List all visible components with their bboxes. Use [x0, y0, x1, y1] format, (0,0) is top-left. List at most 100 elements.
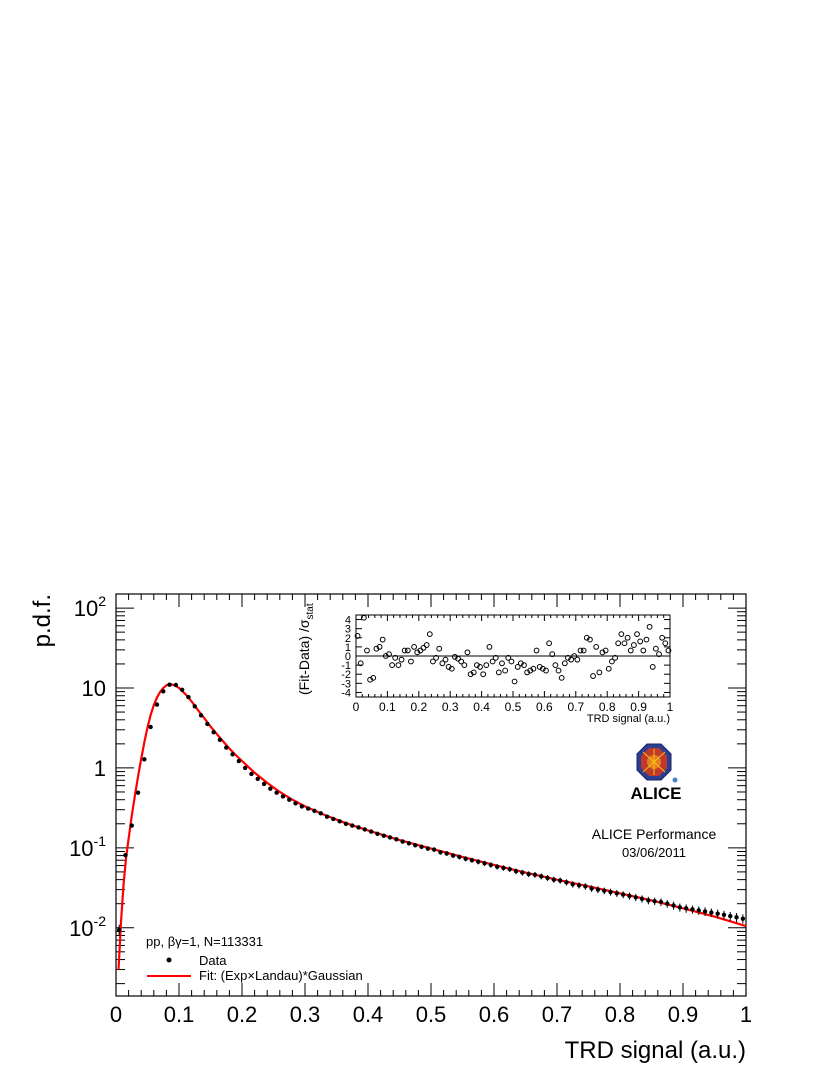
- residual-point: [401, 647, 408, 654]
- data-point: [476, 859, 481, 864]
- legend-data-label: Data: [199, 953, 227, 968]
- alice-emblem-icon: [636, 743, 678, 783]
- residual-point: [634, 631, 640, 638]
- main-x-tick-label: 0.5: [416, 1002, 447, 1027]
- legend-fit-label: Fit: (Exp×Landau)*Gaussian: [199, 968, 363, 983]
- legend-data-marker: [166, 957, 172, 963]
- inset-x-tick-label: 0.8: [599, 700, 616, 714]
- inset-x-tick-label: 0: [353, 700, 360, 714]
- data-point: [551, 877, 557, 882]
- main-x-tick-label: 0.6: [479, 1002, 510, 1027]
- residual-point: [546, 640, 553, 647]
- data-point: [425, 846, 431, 851]
- residual-point: [395, 662, 402, 669]
- data-point: [728, 913, 733, 919]
- main-x-tick-label: 0.7: [542, 1002, 573, 1027]
- data-point: [721, 912, 727, 918]
- data-point: [167, 682, 172, 687]
- data-point: [482, 861, 487, 866]
- inset-x-tick-label: 0.4: [473, 700, 490, 714]
- residual-point: [543, 667, 549, 674]
- data-point: [217, 737, 223, 742]
- residual-point: [621, 640, 628, 647]
- residual-point: [398, 656, 405, 663]
- legend-header: pp, βγ=1, N=113331: [146, 934, 263, 949]
- alice-performance-label: ALICE Performance: [592, 826, 717, 842]
- data-point: [400, 839, 405, 844]
- data-point: [135, 790, 141, 795]
- residual-point: [605, 665, 612, 672]
- data-point: [507, 867, 512, 872]
- alice-logo-text: ALICE: [631, 784, 682, 803]
- data-point: [683, 906, 689, 911]
- residual-point: [665, 647, 672, 654]
- data-point: [375, 831, 380, 836]
- main-axis-tick-labels: 0 0.1 0.2 0.3 0.4 0.5 0.6 0.7 0.8 0.9 110-210-1110…: [69, 593, 752, 1027]
- data-point: [539, 874, 544, 879]
- data-point: [129, 823, 134, 828]
- residual-point: [505, 654, 512, 661]
- residual-point: [477, 664, 483, 670]
- data-point: [520, 870, 525, 875]
- main-series: [116, 682, 747, 970]
- residual-point: [627, 647, 634, 654]
- data-point: [198, 713, 204, 718]
- residual-point: [643, 636, 650, 643]
- main-y-tick-label: 10-2: [69, 913, 106, 941]
- inset-x-axis-label: TRD signal (a.u.): [587, 713, 670, 725]
- residual-point: [423, 642, 430, 648]
- residual-point: [555, 667, 562, 674]
- residual-point: [596, 669, 603, 676]
- residual-point: [646, 623, 653, 630]
- data-point: [583, 884, 588, 889]
- data-point: [331, 816, 336, 822]
- data-point: [532, 872, 538, 877]
- data-point: [740, 916, 746, 921]
- residual-point: [430, 658, 436, 665]
- data-point: [589, 886, 594, 891]
- data-point: [173, 682, 179, 688]
- residual-point: [659, 634, 666, 641]
- data-point: [709, 910, 714, 915]
- data-point: [179, 687, 185, 692]
- data-point: [614, 891, 620, 896]
- main-x-tick-label: 0: [110, 1002, 122, 1027]
- data-point: [702, 909, 708, 914]
- data-point: [362, 827, 368, 832]
- main-axis-ticks: [115, 594, 747, 996]
- residual-point: [549, 651, 556, 658]
- data-point: [280, 794, 286, 799]
- residual-point: [511, 678, 518, 685]
- main-y-tick-label: 102: [74, 593, 106, 621]
- main-y-axis-label: p.d.f.: [29, 594, 56, 647]
- residual-point: [568, 656, 574, 663]
- data-point: [696, 908, 701, 913]
- inset-x-tick-label: 0.2: [410, 700, 427, 714]
- inset-x-tick-label: 1: [667, 700, 674, 714]
- data-point: [261, 781, 267, 787]
- main-x-axis-label: TRD signal (a.u.): [565, 1037, 746, 1064]
- data-point: [249, 771, 254, 777]
- data-point: [715, 911, 720, 916]
- inset-y-tick-label: 1: [345, 642, 351, 654]
- inset-x-tick-label: 0.7: [567, 700, 584, 714]
- residual-point: [439, 660, 446, 667]
- data-point: [576, 883, 582, 888]
- residual-point: [404, 647, 411, 654]
- data-point: [343, 821, 349, 826]
- main-y-tick-label: 10: [82, 676, 106, 701]
- data-point: [419, 844, 424, 850]
- main-x-tick-label: 0.8: [605, 1002, 636, 1027]
- data-point: [431, 847, 437, 852]
- residual-point: [442, 656, 449, 663]
- residual-point: [649, 664, 656, 670]
- data-point: [690, 907, 695, 912]
- data-point: [287, 797, 292, 802]
- data-point: [627, 893, 632, 899]
- residual-point: [354, 633, 361, 639]
- residual-point: [492, 654, 499, 661]
- inset-y-tick-label: -3: [341, 678, 351, 690]
- inset-y-tick-label: 4: [345, 615, 351, 627]
- residual-point: [486, 643, 493, 650]
